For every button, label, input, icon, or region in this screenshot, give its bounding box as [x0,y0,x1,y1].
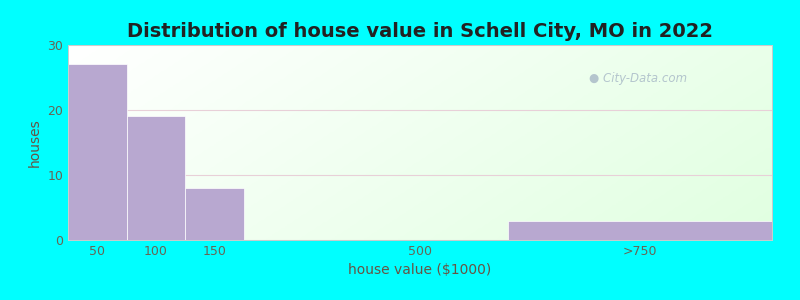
Y-axis label: houses: houses [28,118,42,167]
Bar [126,116,186,240]
Title: Distribution of house value in Schell City, MO in 2022: Distribution of house value in Schell Ci… [127,22,713,41]
Bar [68,64,126,240]
X-axis label: house value ($1000): house value ($1000) [348,263,492,278]
Bar [186,188,244,240]
Text: ● City-Data.com: ● City-Data.com [589,72,687,85]
Bar [508,220,772,240]
